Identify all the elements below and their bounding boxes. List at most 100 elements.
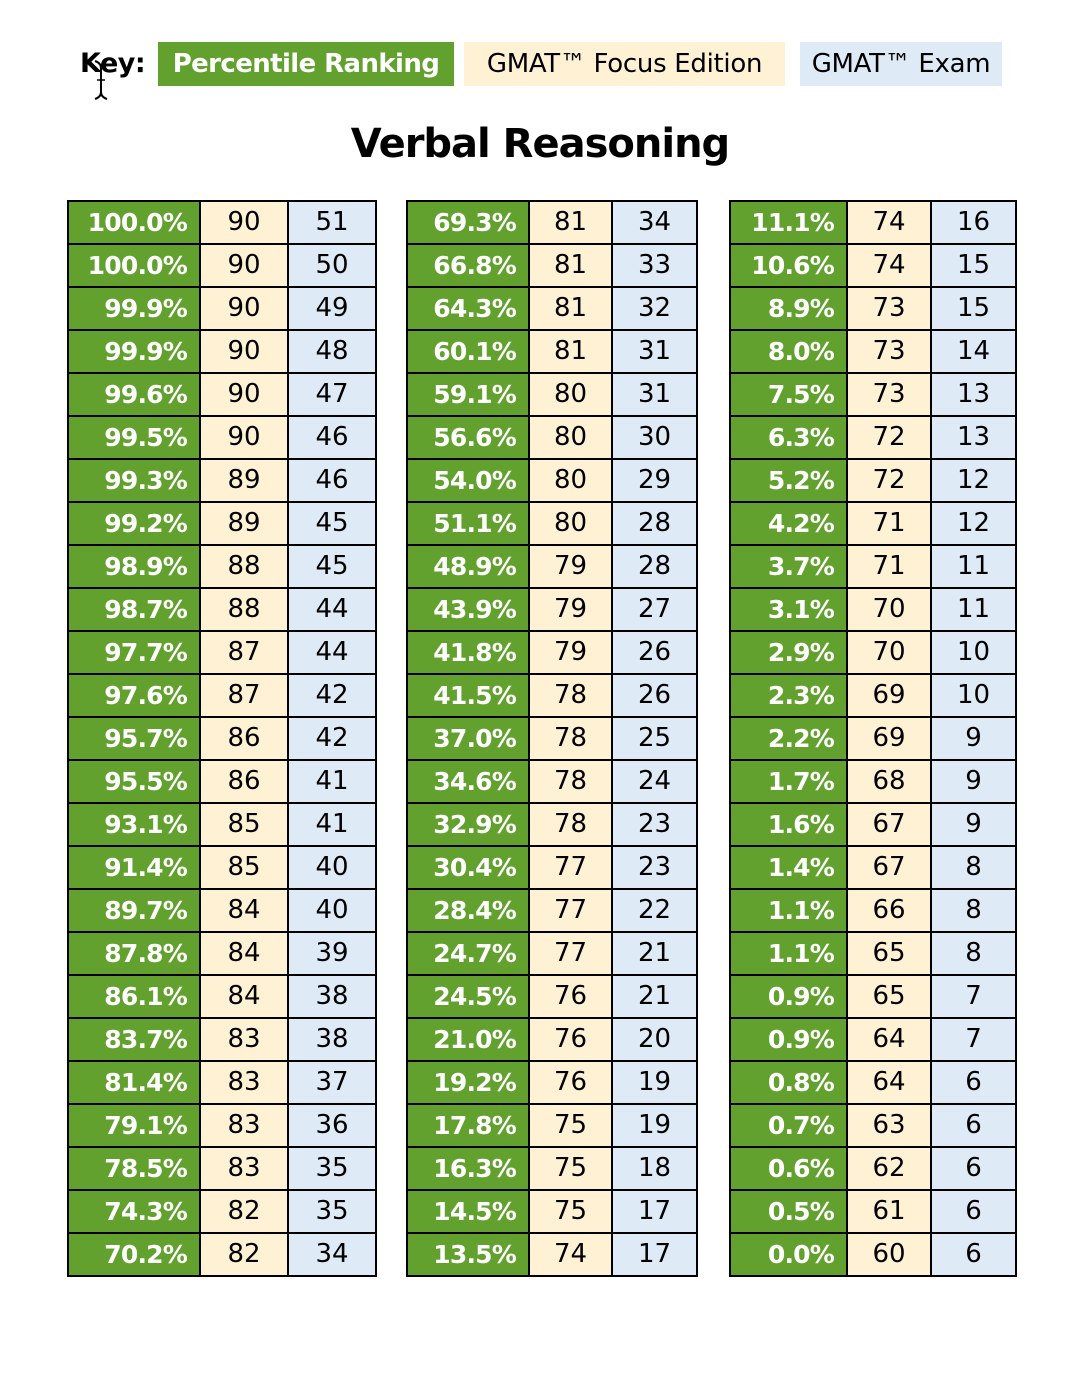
exam-score-cell: 28: [611, 544, 698, 589]
exam-score-cell: 6: [930, 1103, 1017, 1148]
focus-score-cell: 87: [199, 673, 289, 718]
table-row: 17.8% 75 19: [406, 1103, 698, 1148]
exam-score-cell: 7: [930, 1017, 1017, 1062]
focus-score-cell: 64: [846, 1060, 932, 1105]
table-row: 99.2% 89 45: [67, 501, 377, 546]
percentile-cell: 7.5%: [729, 372, 848, 417]
exam-score-cell: 38: [287, 1017, 377, 1062]
exam-score-cell: 12: [930, 458, 1017, 503]
percentile-cell: 34.6%: [406, 759, 530, 804]
exam-score-cell: 34: [611, 200, 698, 245]
percentile-cell: 79.1%: [67, 1103, 201, 1148]
percentile-cell: 97.7%: [67, 630, 201, 675]
exam-score-cell: 28: [611, 501, 698, 546]
table-row: 10.6% 74 15: [729, 243, 1017, 288]
table-row: 0.5% 61 6: [729, 1189, 1017, 1234]
legend-percentile-ranking: Percentile Ranking: [158, 42, 454, 86]
focus-score-cell: 69: [846, 716, 932, 761]
exam-score-cell: 33: [611, 243, 698, 288]
focus-score-cell: 87: [199, 630, 289, 675]
focus-score-cell: 80: [528, 458, 613, 503]
table-row: 95.5% 86 41: [67, 759, 377, 804]
exam-score-cell: 27: [611, 587, 698, 632]
percentile-cell: 2.2%: [729, 716, 848, 761]
percentile-cell: 4.2%: [729, 501, 848, 546]
exam-score-cell: 17: [611, 1189, 698, 1234]
table-row: 4.2% 71 12: [729, 501, 1017, 546]
focus-score-cell: 75: [528, 1103, 613, 1148]
exam-score-cell: 23: [611, 845, 698, 890]
table-row: 5.2% 72 12: [729, 458, 1017, 503]
percentile-cell: 37.0%: [406, 716, 530, 761]
percentile-cell: 41.5%: [406, 673, 530, 718]
exam-score-cell: 6: [930, 1232, 1017, 1277]
focus-score-cell: 90: [199, 372, 289, 417]
table-row: 32.9% 78 23: [406, 802, 698, 847]
exam-score-cell: 9: [930, 759, 1017, 804]
focus-score-cell: 89: [199, 501, 289, 546]
exam-score-cell: 42: [287, 716, 377, 761]
table-row: 11.1% 74 16: [729, 200, 1017, 245]
percentile-cell: 5.2%: [729, 458, 848, 503]
focus-score-cell: 78: [528, 759, 613, 804]
percentile-cell: 56.6%: [406, 415, 530, 460]
table-row: 41.8% 79 26: [406, 630, 698, 675]
table-row: 24.5% 76 21: [406, 974, 698, 1019]
exam-score-cell: 9: [930, 802, 1017, 847]
percentile-cell: 78.5%: [67, 1146, 201, 1191]
percentile-cell: 1.1%: [729, 931, 848, 976]
percentile-cell: 14.5%: [406, 1189, 530, 1234]
focus-score-cell: 81: [528, 243, 613, 288]
percentile-cell: 28.4%: [406, 888, 530, 933]
focus-score-cell: 75: [528, 1189, 613, 1234]
table-row: 99.9% 90 49: [67, 286, 377, 331]
focus-score-cell: 84: [199, 888, 289, 933]
exam-score-cell: 12: [930, 501, 1017, 546]
focus-score-cell: 78: [528, 673, 613, 718]
exam-score-cell: 19: [611, 1060, 698, 1105]
focus-score-cell: 67: [846, 802, 932, 847]
percentile-cell: 100.0%: [67, 200, 201, 245]
exam-score-cell: 42: [287, 673, 377, 718]
table-row: 86.1% 84 38: [67, 974, 377, 1019]
focus-score-cell: 79: [528, 544, 613, 589]
table-row: 78.5% 83 35: [67, 1146, 377, 1191]
exam-score-cell: 18: [611, 1146, 698, 1191]
exam-score-cell: 40: [287, 888, 377, 933]
focus-score-cell: 83: [199, 1060, 289, 1105]
focus-score-cell: 86: [199, 716, 289, 761]
focus-score-cell: 81: [528, 286, 613, 331]
table-row: 41.5% 78 26: [406, 673, 698, 718]
table-row: 28.4% 77 22: [406, 888, 698, 933]
percentile-cell: 99.9%: [67, 329, 201, 374]
exam-score-cell: 34: [287, 1232, 377, 1277]
exam-score-cell: 49: [287, 286, 377, 331]
table-row: 60.1% 81 31: [406, 329, 698, 374]
table-row: 34.6% 78 24: [406, 759, 698, 804]
focus-score-cell: 89: [199, 458, 289, 503]
focus-score-cell: 65: [846, 974, 932, 1019]
percentile-cell: 66.8%: [406, 243, 530, 288]
table-row: 21.0% 76 20: [406, 1017, 698, 1062]
focus-score-cell: 74: [846, 243, 932, 288]
percentile-cell: 0.9%: [729, 974, 848, 1019]
percentile-cell: 98.7%: [67, 587, 201, 632]
exam-score-cell: 26: [611, 630, 698, 675]
table-row: 51.1% 80 28: [406, 501, 698, 546]
score-table-3: 11.1% 74 16 10.6% 74 15 8.9% 73 15 8.0% 73 14 7.5% 73…: [729, 200, 1017, 1277]
exam-score-cell: 10: [930, 630, 1017, 675]
table-row: 59.1% 80 31: [406, 372, 698, 417]
exam-score-cell: 35: [287, 1189, 377, 1234]
percentile-cell: 99.6%: [67, 372, 201, 417]
table-row: 97.7% 87 44: [67, 630, 377, 675]
table-row: 97.6% 87 42: [67, 673, 377, 718]
exam-score-cell: 50: [287, 243, 377, 288]
focus-score-cell: 90: [199, 200, 289, 245]
focus-score-cell: 65: [846, 931, 932, 976]
focus-score-cell: 80: [528, 372, 613, 417]
focus-score-cell: 83: [199, 1017, 289, 1062]
exam-score-cell: 13: [930, 372, 1017, 417]
exam-score-cell: 31: [611, 329, 698, 374]
exam-score-cell: 9: [930, 716, 1017, 761]
exam-score-cell: 6: [930, 1060, 1017, 1105]
